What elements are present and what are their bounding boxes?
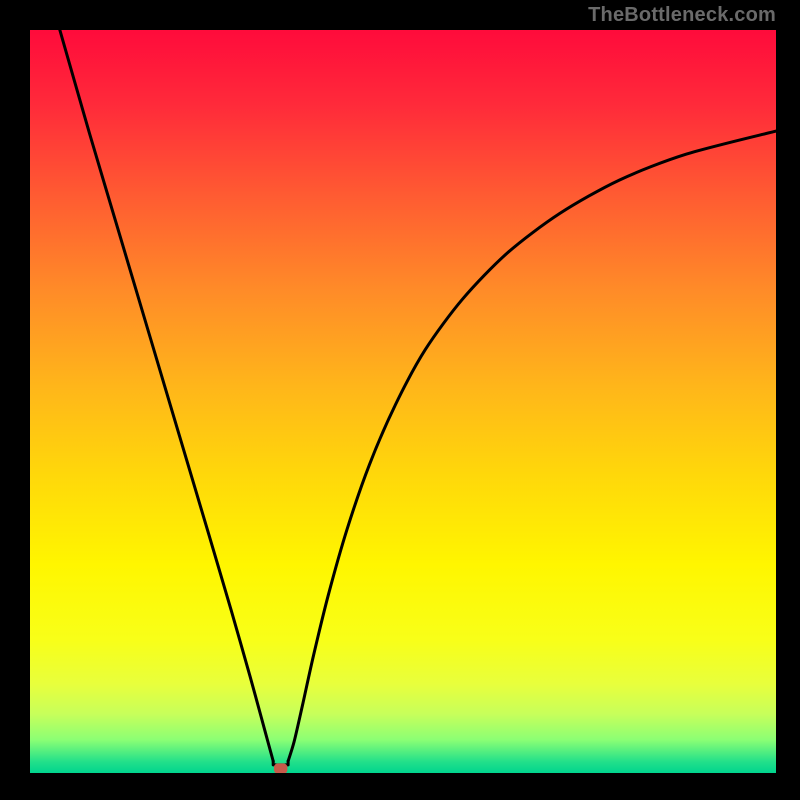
plot-area bbox=[30, 30, 776, 773]
gradient-background bbox=[30, 30, 776, 773]
bottleneck-marker bbox=[274, 763, 287, 773]
watermark-text: TheBottleneck.com bbox=[588, 4, 776, 27]
chart-frame: TheBottleneck.com bbox=[0, 0, 800, 800]
chart-svg bbox=[30, 30, 776, 773]
